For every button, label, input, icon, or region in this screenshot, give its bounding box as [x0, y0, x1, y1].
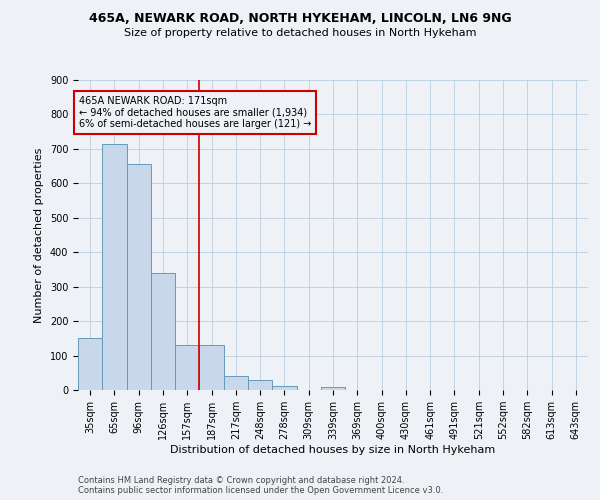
- Bar: [321, 387, 345, 390]
- Text: 465A NEWARK ROAD: 171sqm
← 94% of detached houses are smaller (1,934)
6% of semi: 465A NEWARK ROAD: 171sqm ← 94% of detach…: [79, 96, 311, 128]
- Bar: [127, 164, 151, 390]
- X-axis label: Distribution of detached houses by size in North Hykeham: Distribution of detached houses by size …: [170, 445, 496, 455]
- Bar: [272, 386, 296, 390]
- Bar: [199, 345, 224, 390]
- Text: Contains public sector information licensed under the Open Government Licence v3: Contains public sector information licen…: [78, 486, 443, 495]
- Text: Size of property relative to detached houses in North Hykeham: Size of property relative to detached ho…: [124, 28, 476, 38]
- Bar: [102, 144, 127, 390]
- Bar: [224, 376, 248, 390]
- Text: Contains HM Land Registry data © Crown copyright and database right 2024.: Contains HM Land Registry data © Crown c…: [78, 476, 404, 485]
- Y-axis label: Number of detached properties: Number of detached properties: [34, 148, 44, 322]
- Bar: [78, 338, 102, 390]
- Bar: [175, 345, 199, 390]
- Bar: [151, 273, 175, 390]
- Bar: [248, 380, 272, 390]
- Text: 465A, NEWARK ROAD, NORTH HYKEHAM, LINCOLN, LN6 9NG: 465A, NEWARK ROAD, NORTH HYKEHAM, LINCOL…: [89, 12, 511, 26]
